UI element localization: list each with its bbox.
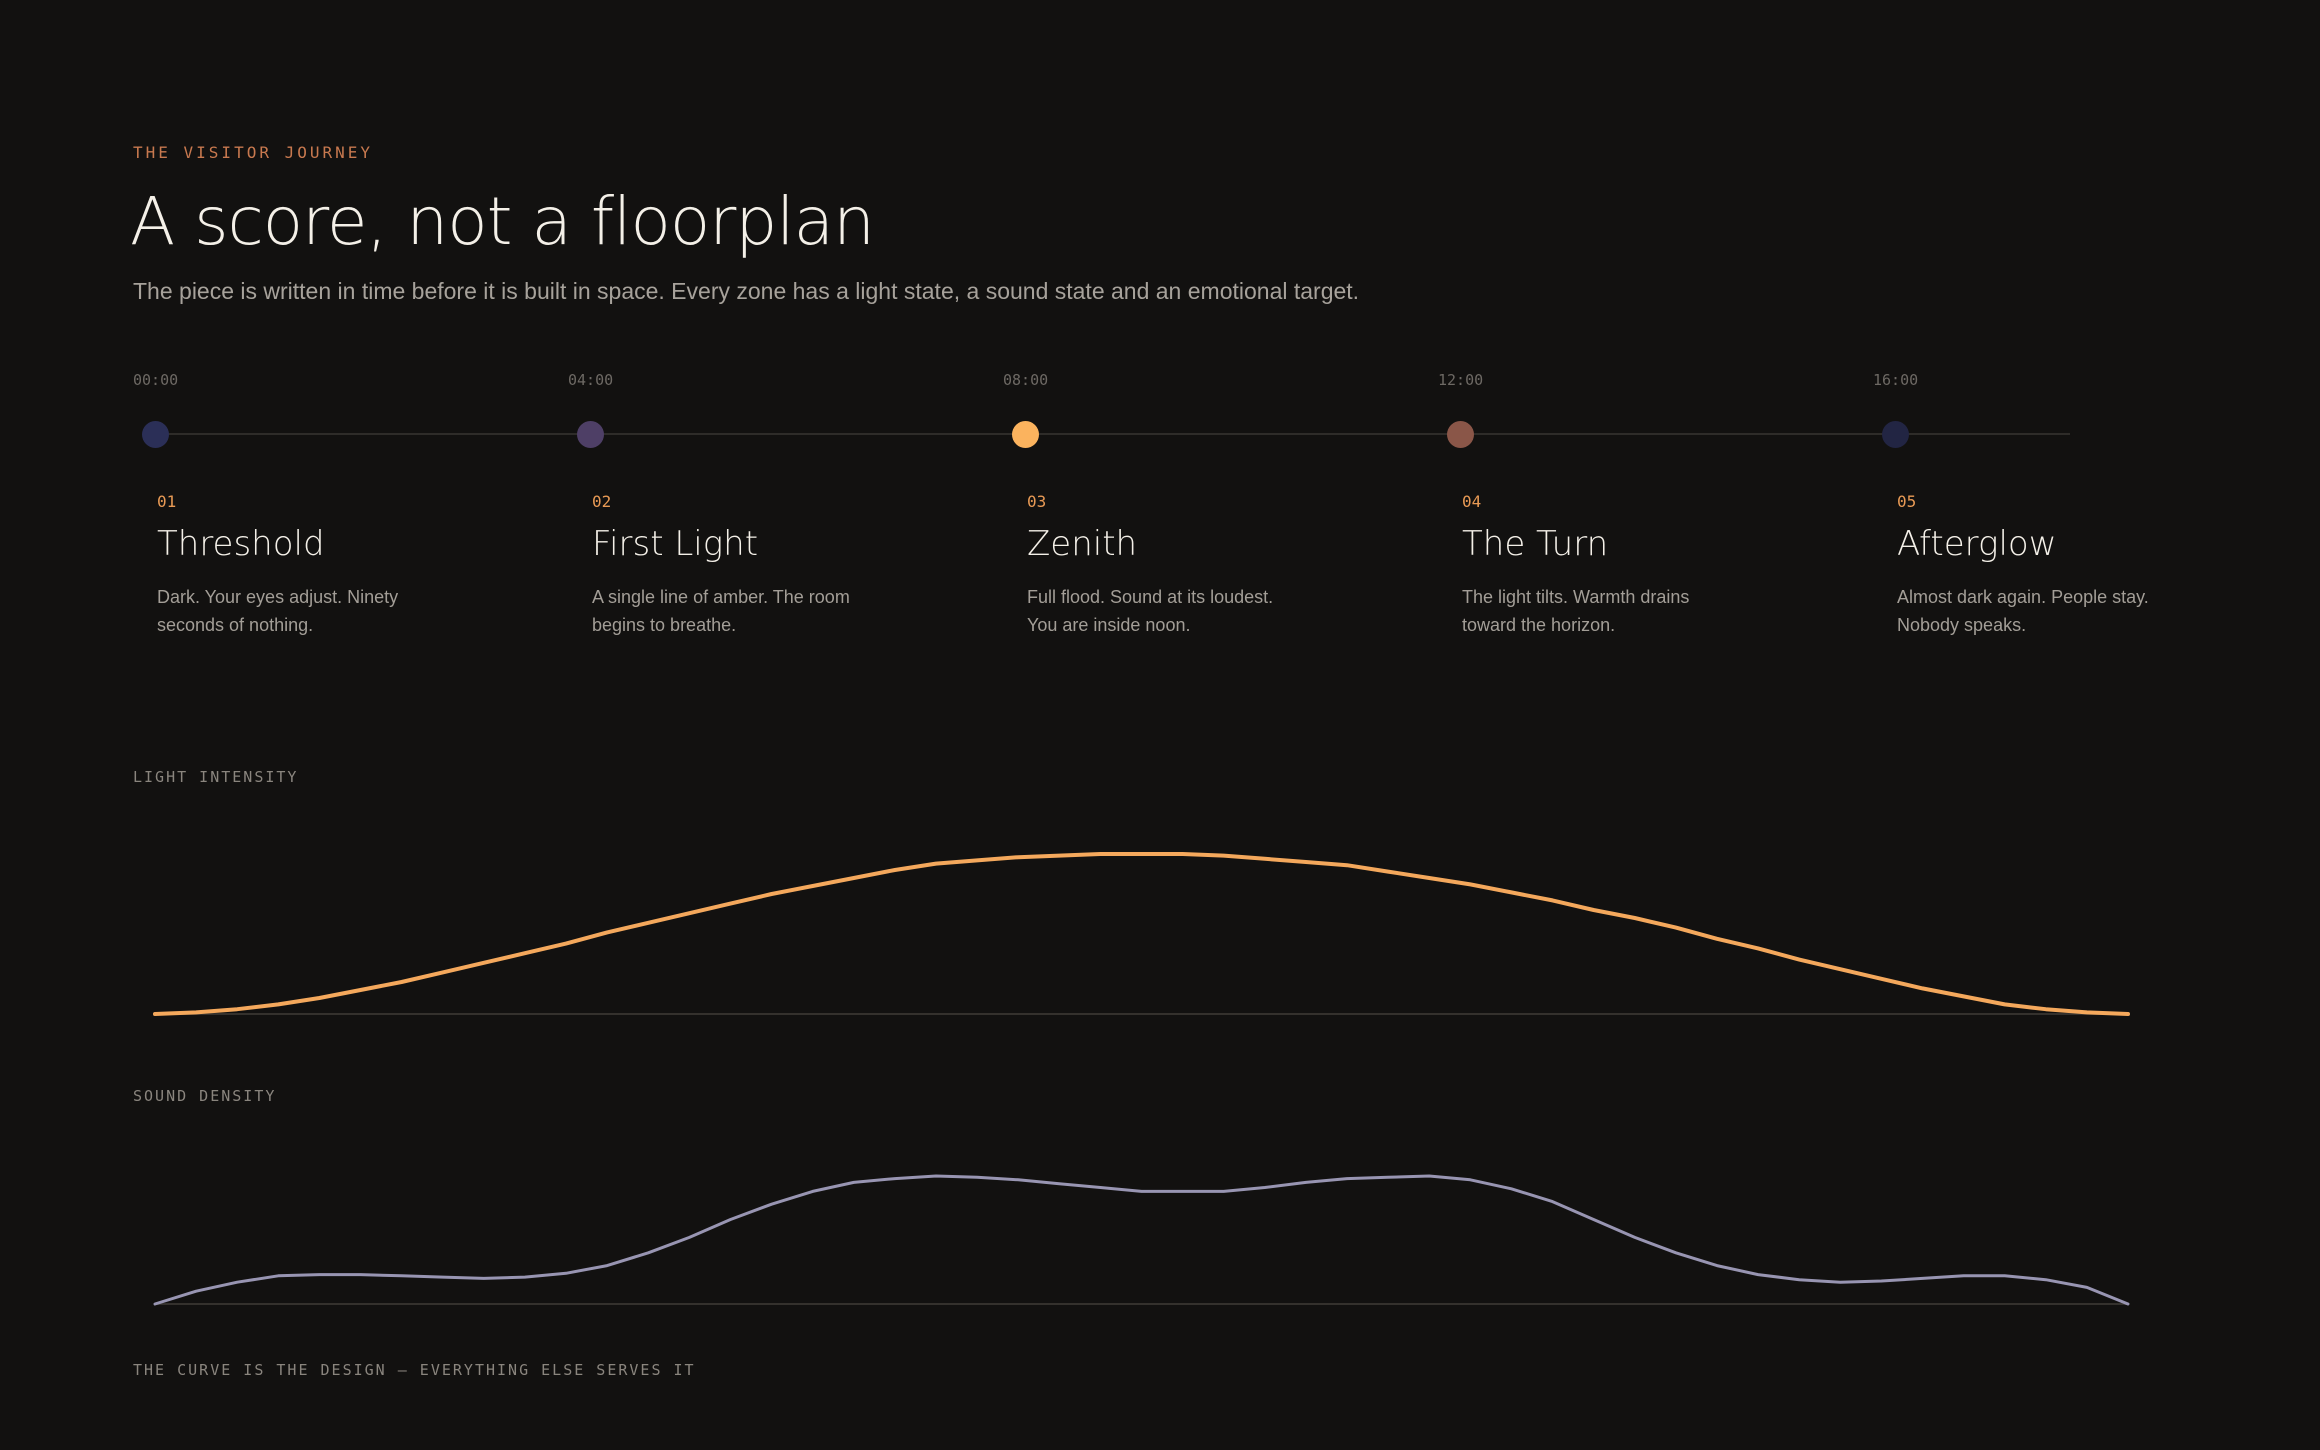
sound-density-label: SOUND DENSITY bbox=[133, 1087, 277, 1105]
time-label-4: 16:00 bbox=[1873, 371, 1919, 389]
stage-marker-threshold[interactable] bbox=[142, 421, 169, 448]
page-subtitle: The piece is written in time before it i… bbox=[133, 278, 1360, 304]
light-intensity-label: LIGHT INTENSITY bbox=[133, 768, 299, 786]
light-intensity-curve bbox=[153, 852, 2130, 1016]
stage-number: 04 bbox=[1462, 492, 1482, 511]
stage-description: Full flood. Sound at its loudest. You ar… bbox=[1027, 586, 1274, 635]
footer-note: THE CURVE IS THE DESIGN – EVERYTHING ELS… bbox=[133, 1361, 696, 1379]
stage-name: Zenith bbox=[1027, 524, 1138, 564]
eyebrow: THE VISITOR JOURNEY bbox=[133, 143, 374, 162]
stage-number: 03 bbox=[1027, 492, 1047, 511]
stage-number: 02 bbox=[592, 492, 612, 511]
stage-description: Almost dark again. People stay. Nobody s… bbox=[1897, 586, 2149, 635]
time-label-0: 00:00 bbox=[133, 371, 179, 389]
stage-number: 05 bbox=[1897, 492, 1917, 511]
time-label-3: 12:00 bbox=[1438, 371, 1484, 389]
stage-afterglow: 05 Afterglow Almost dark again. People s… bbox=[1897, 490, 2227, 639]
time-label-1: 04:00 bbox=[568, 371, 614, 389]
stage-name: The Turn bbox=[1462, 524, 1609, 564]
stage-first-light: 02 First Light A single line of amber. T… bbox=[592, 490, 922, 639]
stage-threshold: 01 Threshold Dark. Your eyes adjust. Nin… bbox=[157, 490, 487, 639]
stage-number: 01 bbox=[157, 492, 177, 511]
stage-name: Afterglow bbox=[1897, 524, 2057, 564]
stage-marker-the-turn[interactable] bbox=[1447, 421, 1474, 448]
stage-description: A single line of amber. The room begins … bbox=[592, 586, 850, 635]
timeline-track bbox=[155, 433, 2070, 435]
stage-name: Threshold bbox=[157, 524, 325, 564]
sound-density-curve bbox=[153, 1174, 2130, 1306]
stage-zenith: 03 Zenith Full flood. Sound at its loude… bbox=[1027, 490, 1357, 639]
stage-marker-zenith[interactable] bbox=[1012, 421, 1039, 448]
stage-marker-first-light[interactable] bbox=[577, 421, 604, 448]
stage-description: The light tilts. Warmth drains toward th… bbox=[1462, 586, 1690, 635]
page-title: A score, not a floorplan bbox=[130, 183, 875, 260]
time-label-2: 08:00 bbox=[1003, 371, 1049, 389]
stage-name: First Light bbox=[592, 524, 759, 564]
stage-marker-afterglow[interactable] bbox=[1882, 421, 1909, 448]
stage-the-turn: 04 The Turn The light tilts. Warmth drai… bbox=[1462, 490, 1792, 639]
stage-description: Dark. Your eyes adjust. Ninety seconds o… bbox=[157, 586, 399, 635]
